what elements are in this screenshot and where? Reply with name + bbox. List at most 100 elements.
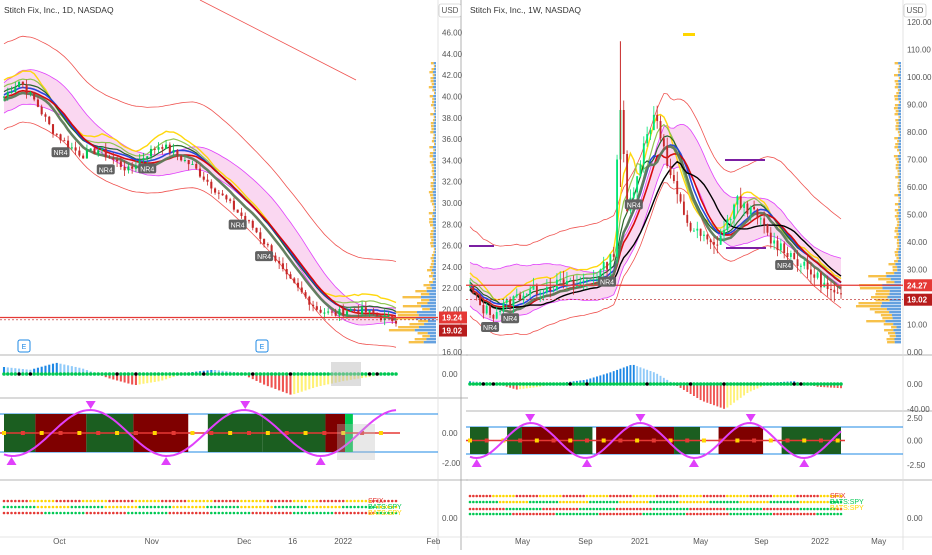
signal-dot: [52, 506, 55, 509]
signal-dot: [609, 513, 612, 516]
volume-profile-bar: [898, 254, 901, 256]
signal-dot: [199, 506, 202, 509]
signal-dot: [813, 508, 816, 511]
momentum-bar: [740, 384, 742, 398]
volume-profile-bar: [898, 173, 900, 175]
signal-dot: [40, 512, 43, 515]
signal-dot: [522, 501, 525, 504]
candle-body: [686, 215, 688, 223]
volume-profile-bar: [897, 221, 899, 223]
signal-dot: [161, 500, 164, 503]
volume-profile-bar: [426, 287, 431, 289]
volume-profile-bar: [890, 335, 896, 337]
volume-profile-bar: [899, 125, 901, 127]
volume-profile-bar: [432, 167, 434, 169]
volume-profile-bar: [415, 329, 436, 331]
volume-profile-bar: [899, 212, 901, 214]
regime-dot: [115, 431, 119, 435]
signal-dot: [112, 500, 115, 503]
squeeze-dot: [518, 382, 522, 386]
signal-dot: [63, 506, 66, 509]
volume-profile-bar: [433, 266, 436, 268]
signal-dot: [18, 512, 21, 515]
signal-dot: [270, 512, 273, 515]
volume-profile-bar: [900, 101, 901, 103]
signal-dot: [566, 513, 569, 516]
candle-body: [837, 292, 839, 293]
volume-profile-bar: [899, 128, 901, 130]
signal-dot: [278, 512, 281, 515]
candle-body: [606, 262, 608, 270]
volume-profile-bar: [896, 128, 899, 130]
volume-profile-bar: [398, 314, 419, 316]
candle-body: [770, 233, 772, 244]
candle-body: [86, 150, 88, 158]
signal-dot: [589, 501, 592, 504]
squeeze-dot: [722, 382, 726, 386]
regime-dot: [702, 439, 706, 443]
momentum-bar: [703, 384, 705, 402]
volume-profile-bar: [896, 122, 899, 124]
volume-profile-bar: [897, 161, 899, 163]
volume-profile-bar: [435, 134, 436, 136]
volume-profile-bar: [895, 263, 901, 265]
signal-dot: [485, 501, 488, 504]
signal-dot: [539, 513, 542, 516]
volume-profile-bar: [898, 155, 901, 157]
osc3-tick-label: 0.00: [442, 514, 458, 523]
candle-body: [316, 306, 318, 310]
volume-profile-bar: [435, 149, 436, 151]
squeeze-dot: [66, 372, 70, 376]
squeeze-dot: [2, 372, 6, 376]
volume-profile-bar: [898, 95, 901, 97]
candle-body: [643, 143, 645, 164]
candle-body: [10, 92, 12, 93]
signal-dot: [706, 513, 709, 516]
chart-title: Stitch Fix, Inc., 1D, NASDAQ: [4, 5, 114, 15]
squeeze-dot: [609, 382, 613, 386]
volume-profile-bar: [897, 242, 899, 244]
volume-profile-bar: [900, 131, 901, 133]
signal-dot: [278, 506, 281, 509]
volume-profile-bar: [887, 341, 895, 343]
candle-body: [312, 305, 314, 306]
volume-profile-bar: [881, 305, 901, 307]
signal-dot: [259, 506, 262, 509]
candle-body: [492, 315, 494, 319]
squeeze-dot: [475, 382, 479, 386]
candle-body: [274, 256, 276, 261]
squeeze-dot: [221, 372, 225, 376]
candle-body: [693, 231, 695, 232]
signal-dot: [195, 500, 198, 503]
signal-dot: [736, 501, 739, 504]
squeeze-dot: [699, 382, 703, 386]
volume-profile-bar: [433, 131, 436, 133]
squeeze-dot: [565, 382, 569, 386]
squeeze-dot: [542, 382, 546, 386]
regime-dot: [59, 431, 63, 435]
signal-dot: [733, 501, 736, 504]
volume-profile-bar: [429, 293, 436, 295]
signal-dot: [726, 501, 729, 504]
squeeze-dot: [323, 372, 327, 376]
signal-dot: [696, 495, 699, 498]
squeeze-dot: [726, 382, 730, 386]
signal-dot: [323, 506, 326, 509]
momentum-bar: [301, 374, 303, 392]
bollinger-band: [4, 70, 396, 325]
squeeze-dot: [179, 372, 183, 376]
candle-body: [623, 110, 625, 154]
volume-profile-bar: [435, 248, 436, 250]
squeeze-dot: [21, 372, 25, 376]
squeeze-dot: [55, 372, 59, 376]
osc2-tick-label: 2.50: [907, 414, 923, 423]
signal-dot: [592, 508, 595, 511]
signal-dot: [556, 495, 559, 498]
volume-profile-bar: [895, 98, 898, 100]
signal-dot: [55, 506, 58, 509]
signal-dot: [259, 500, 262, 503]
signal-dot: [663, 508, 666, 511]
volume-profile-bar: [894, 137, 898, 139]
volume-profile-bar: [898, 104, 901, 106]
signal-dot: [289, 500, 292, 503]
